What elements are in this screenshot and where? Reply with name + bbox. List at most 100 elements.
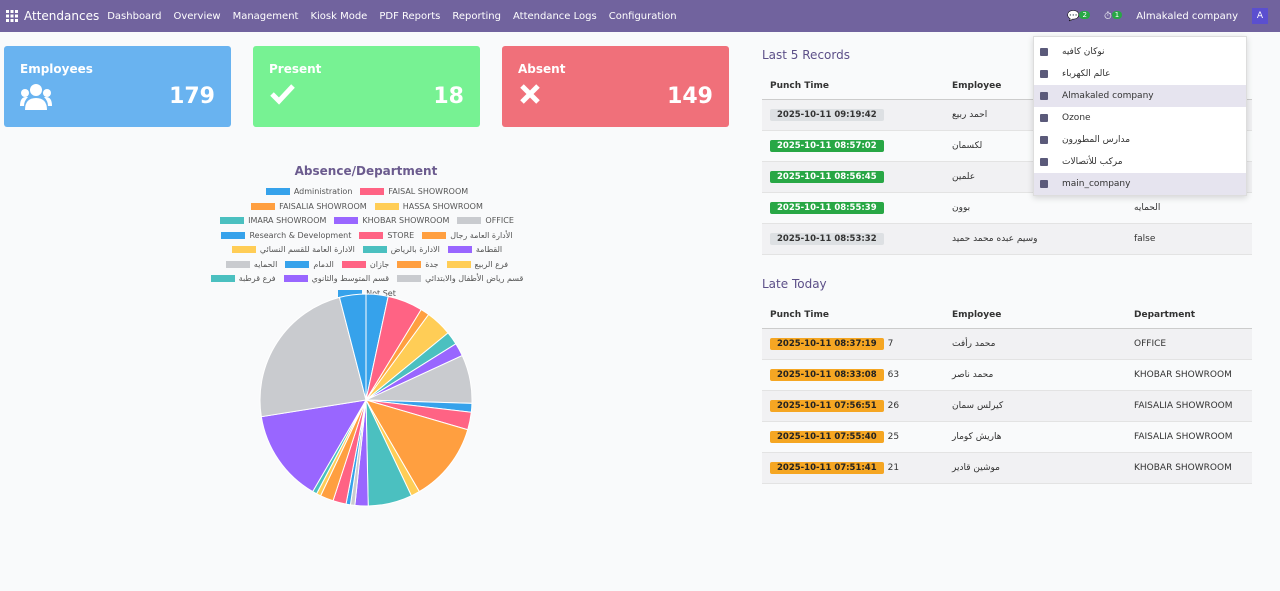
pie-slice[interactable] bbox=[338, 293, 367, 401]
legend-label: FAISALIA SHOWROOM bbox=[279, 201, 367, 211]
time-badge: 2025-10-11 08:55:39 bbox=[770, 202, 884, 214]
cell: الحمايه bbox=[1134, 203, 1161, 213]
legend-swatch bbox=[225, 260, 250, 268]
legend-item[interactable]: STORE bbox=[359, 230, 414, 243]
time-badge: 2025-10-11 08:33:08 bbox=[770, 369, 884, 381]
cell: 2025-10-11 07:55:40 25 bbox=[762, 431, 952, 443]
header-cell: Employee bbox=[952, 80, 1002, 91]
legend-item[interactable]: IMARA SHOWROOM bbox=[220, 215, 326, 228]
legend-swatch bbox=[457, 217, 482, 224]
legend-swatch bbox=[338, 289, 363, 297]
menu-item[interactable]: Overview bbox=[173, 10, 221, 22]
legend-label: الادارة العامة للقسم النسائي bbox=[259, 245, 355, 254]
card[interactable]: Present 18 bbox=[253, 46, 480, 127]
messages[interactable]: 💬 2 bbox=[1067, 10, 1090, 22]
header-cell: Employee bbox=[952, 309, 1002, 320]
legend-swatch bbox=[447, 246, 472, 253]
cell: محمد رأفت bbox=[952, 339, 996, 349]
checkbox bbox=[1040, 92, 1048, 100]
legend-item[interactable]: قسم المتوسط والثانوي bbox=[283, 273, 390, 286]
legend-swatch bbox=[283, 275, 308, 282]
legend-item[interactable]: الدمام bbox=[285, 259, 334, 272]
table-row: 2025-10-11 08:53:32 وسيم عبده محمد حميد fa… bbox=[762, 224, 1252, 255]
legend-label: فرع الربيع bbox=[474, 259, 509, 269]
legend-item[interactable]: Not Set bbox=[338, 288, 396, 301]
menu-item[interactable]: PDF Reports bbox=[379, 10, 441, 22]
legend-item[interactable]: فرع الربيع bbox=[446, 259, 509, 272]
legend-label: جدة bbox=[425, 259, 439, 269]
cell: 2025-10-11 08:53:32 bbox=[762, 233, 952, 245]
legend-item[interactable]: جدة bbox=[397, 259, 439, 272]
apps-icon[interactable] bbox=[6, 10, 18, 22]
legend-label: OFFICE bbox=[485, 216, 514, 225]
time-badge: 2025-10-11 08:57:02 bbox=[770, 140, 884, 152]
activity[interactable]: ⏱ 1 bbox=[1104, 10, 1123, 22]
legend-item[interactable]: KHOBAR SHOWROOM bbox=[334, 215, 449, 228]
menu-item[interactable]: Management bbox=[232, 10, 299, 22]
company-name: Almakaled company bbox=[1062, 91, 1154, 101]
avatar[interactable]: A bbox=[1252, 8, 1268, 24]
table-row: 2025-10-11 08:33:08 63 محمد ناصر KHOBAR SHO… bbox=[762, 360, 1252, 391]
time-badge: 2025-10-11 07:51:41 bbox=[770, 462, 884, 474]
legend-item[interactable]: FAISAL SHOWROOM bbox=[360, 186, 468, 199]
company-option[interactable]: main_company bbox=[1034, 173, 1246, 195]
company-switch[interactable]: Almakaled company bbox=[1136, 10, 1238, 22]
company-name: عالم الكهرباء bbox=[1062, 69, 1111, 79]
legend-item[interactable]: الادارة العامة للقسم النسائي bbox=[231, 244, 355, 257]
company-option[interactable]: Ozone bbox=[1034, 107, 1246, 129]
legend-label: KHOBAR SHOWROOM bbox=[362, 216, 450, 225]
cell: 2025-10-11 08:33:08 63 bbox=[762, 369, 952, 381]
legend-item[interactable]: OFFICE bbox=[457, 215, 514, 228]
menu-item[interactable]: Reporting bbox=[452, 10, 501, 22]
legend-item[interactable]: جازان bbox=[341, 259, 389, 272]
company-option[interactable]: مدارس المطورون bbox=[1034, 129, 1246, 151]
legend-swatch bbox=[362, 246, 387, 253]
card-value: 149 bbox=[667, 84, 713, 109]
company-option[interactable]: Almakaled company bbox=[1034, 85, 1246, 107]
menu-item[interactable]: Dashboard bbox=[107, 10, 162, 22]
card[interactable]: Employees 179 bbox=[4, 46, 231, 127]
company-name: main_company bbox=[1062, 179, 1131, 189]
menu-item[interactable]: Kiosk Mode bbox=[310, 10, 368, 22]
legend-item[interactable]: Administration bbox=[265, 186, 352, 199]
menu-item[interactable]: Attendance Logs bbox=[513, 10, 597, 22]
legend-swatch bbox=[231, 246, 256, 253]
card-title: Employees bbox=[20, 62, 93, 76]
legend-item[interactable]: الأدارة العامة رجال bbox=[422, 230, 513, 243]
company-option[interactable]: عالم الكهرباء bbox=[1034, 63, 1246, 85]
pie-slice[interactable] bbox=[260, 399, 367, 493]
legend-label: HASSA SHOWROOM bbox=[402, 201, 483, 211]
pie-slice[interactable] bbox=[259, 296, 367, 418]
company-option[interactable]: نوكان كافيه bbox=[1034, 41, 1246, 63]
nav-right: 💬 2 ⏱ 1 Almakaled company A bbox=[1067, 0, 1280, 32]
menu-item[interactable]: Configuration bbox=[608, 10, 677, 22]
header-cell: Punch Time bbox=[770, 309, 829, 320]
legend-label: قسم المتوسط والثانوي bbox=[311, 274, 390, 283]
checkbox bbox=[1040, 158, 1048, 166]
cell: هاريش كومار bbox=[952, 432, 1002, 442]
cell: موشين قادير bbox=[952, 463, 1000, 473]
company-option[interactable]: مركب للأتصالات bbox=[1034, 151, 1246, 173]
legend-label: IMARA SHOWROOM bbox=[248, 216, 327, 225]
legend-item[interactable]: Research & Development bbox=[221, 230, 351, 243]
card-title: Absent bbox=[518, 62, 566, 76]
card[interactable]: Absent 149 bbox=[502, 46, 729, 127]
time-badge: 2025-10-11 08:37:19 bbox=[770, 338, 884, 350]
pie-slice[interactable] bbox=[364, 399, 469, 493]
legend-item[interactable]: قسم رياض الأطفال والابتدائي bbox=[397, 273, 523, 286]
cell: لكسمان bbox=[952, 141, 983, 151]
legend-item[interactable]: FAISALIA SHOWROOM bbox=[251, 201, 367, 214]
legend-item[interactable]: القطامة bbox=[447, 244, 502, 257]
legend-item[interactable]: HASSA SHOWROOM bbox=[374, 201, 483, 214]
legend-swatch bbox=[374, 202, 399, 210]
legend-item[interactable]: الادارة بالرياض bbox=[362, 244, 440, 257]
cell: 2025-10-11 08:57:02 bbox=[762, 140, 952, 152]
legend-item[interactable]: فرع قرطبة bbox=[210, 273, 276, 286]
icon bbox=[270, 84, 295, 105]
time-badge: 2025-10-11 08:56:45 bbox=[770, 171, 884, 183]
legend-item[interactable]: الحمايه bbox=[225, 259, 277, 272]
header-cell: Department bbox=[1134, 309, 1196, 320]
app-name[interactable]: Attendances bbox=[24, 9, 100, 23]
legend-swatch bbox=[397, 260, 422, 268]
legend-label: الأدارة العامة رجال bbox=[450, 230, 513, 240]
